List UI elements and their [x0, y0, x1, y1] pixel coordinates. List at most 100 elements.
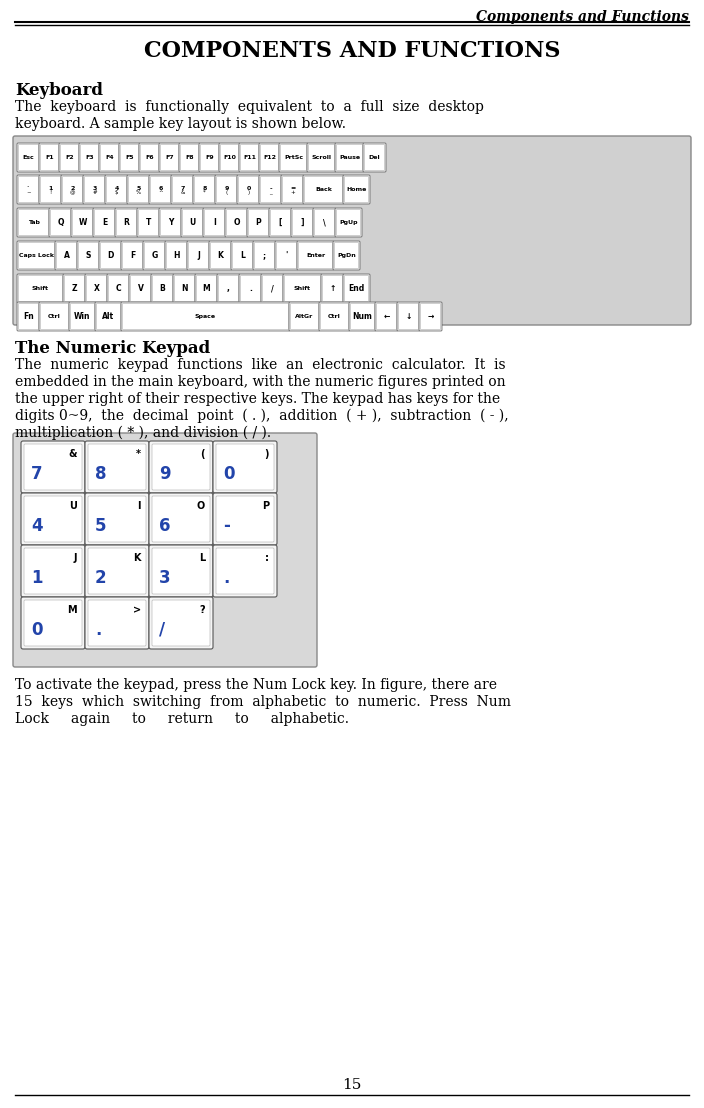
FancyBboxPatch shape	[259, 175, 282, 204]
FancyBboxPatch shape	[99, 242, 122, 270]
Text: PgUp: PgUp	[339, 220, 358, 225]
FancyBboxPatch shape	[107, 274, 130, 302]
Text: 15  keys  which  switching  from  alphabetic  to  numeric.  Press  Num: 15 keys which switching from alphabetic …	[15, 695, 511, 709]
FancyBboxPatch shape	[351, 304, 375, 329]
FancyBboxPatch shape	[270, 209, 291, 236]
FancyBboxPatch shape	[333, 242, 360, 270]
FancyBboxPatch shape	[17, 143, 40, 172]
Text: 7: 7	[180, 186, 184, 191]
FancyBboxPatch shape	[88, 548, 146, 594]
FancyBboxPatch shape	[18, 304, 39, 329]
FancyBboxPatch shape	[63, 274, 86, 302]
Text: 8: 8	[95, 465, 106, 483]
FancyBboxPatch shape	[17, 274, 64, 302]
Text: P: P	[256, 218, 261, 227]
FancyBboxPatch shape	[335, 208, 362, 237]
Text: 9: 9	[159, 465, 170, 483]
Text: /: /	[159, 620, 165, 639]
Text: F12: F12	[263, 155, 276, 160]
Text: Z: Z	[72, 284, 77, 293]
FancyBboxPatch shape	[21, 597, 85, 649]
Text: F5: F5	[125, 155, 134, 160]
FancyBboxPatch shape	[172, 176, 192, 203]
FancyBboxPatch shape	[375, 302, 398, 331]
Text: V: V	[137, 284, 144, 293]
Text: Keyboard: Keyboard	[15, 82, 103, 99]
FancyBboxPatch shape	[93, 208, 116, 237]
FancyBboxPatch shape	[79, 143, 100, 172]
FancyBboxPatch shape	[216, 496, 274, 542]
FancyBboxPatch shape	[298, 243, 332, 268]
Text: E: E	[102, 218, 107, 227]
FancyBboxPatch shape	[41, 304, 68, 329]
FancyBboxPatch shape	[215, 175, 238, 204]
Text: .: .	[249, 284, 252, 293]
FancyBboxPatch shape	[65, 276, 84, 301]
Text: ←: ←	[383, 312, 390, 321]
Text: Pause: Pause	[339, 155, 360, 160]
FancyBboxPatch shape	[419, 302, 442, 331]
Text: 4: 4	[114, 186, 119, 191]
FancyBboxPatch shape	[18, 276, 63, 301]
FancyBboxPatch shape	[149, 597, 213, 649]
FancyBboxPatch shape	[193, 175, 216, 204]
FancyBboxPatch shape	[106, 176, 127, 203]
Text: F3: F3	[85, 155, 94, 160]
Text: A: A	[63, 252, 70, 260]
FancyBboxPatch shape	[315, 209, 334, 236]
FancyBboxPatch shape	[96, 304, 120, 329]
FancyBboxPatch shape	[121, 302, 290, 331]
Text: Alt: Alt	[103, 312, 115, 321]
FancyBboxPatch shape	[397, 302, 420, 331]
Text: ?: ?	[199, 605, 205, 615]
FancyBboxPatch shape	[239, 274, 262, 302]
FancyBboxPatch shape	[303, 175, 344, 204]
FancyBboxPatch shape	[88, 601, 146, 646]
FancyBboxPatch shape	[17, 242, 56, 270]
Text: 8: 8	[202, 186, 207, 191]
Text: ]: ]	[301, 218, 304, 227]
Text: To activate the keypad, press the Num Lock key. In figure, there are: To activate the keypad, press the Num Lo…	[15, 678, 497, 692]
Text: J: J	[197, 252, 200, 260]
FancyBboxPatch shape	[187, 242, 210, 270]
FancyBboxPatch shape	[84, 176, 104, 203]
Text: J: J	[73, 553, 77, 563]
FancyBboxPatch shape	[63, 176, 82, 203]
Text: 3: 3	[159, 570, 170, 587]
FancyBboxPatch shape	[61, 144, 79, 171]
Text: Shift: Shift	[294, 286, 311, 291]
Text: C: C	[115, 284, 121, 293]
Text: F11: F11	[243, 155, 256, 160]
FancyBboxPatch shape	[151, 176, 170, 203]
FancyBboxPatch shape	[305, 176, 343, 203]
FancyBboxPatch shape	[99, 143, 120, 172]
Text: U: U	[189, 218, 196, 227]
FancyBboxPatch shape	[130, 276, 151, 301]
FancyBboxPatch shape	[249, 209, 268, 236]
FancyBboxPatch shape	[213, 545, 277, 597]
FancyBboxPatch shape	[196, 276, 217, 301]
Text: G: G	[151, 252, 158, 260]
Text: ↓: ↓	[406, 312, 412, 321]
FancyBboxPatch shape	[210, 243, 230, 268]
Text: keyboard. A sample key layout is shown below.: keyboard. A sample key layout is shown b…	[15, 117, 346, 131]
FancyBboxPatch shape	[337, 209, 360, 236]
FancyBboxPatch shape	[227, 209, 246, 236]
FancyBboxPatch shape	[21, 545, 85, 597]
FancyBboxPatch shape	[83, 175, 106, 204]
Text: +: +	[290, 189, 295, 195]
FancyBboxPatch shape	[280, 144, 306, 171]
Text: (: (	[225, 189, 227, 195]
FancyBboxPatch shape	[101, 243, 120, 268]
FancyBboxPatch shape	[80, 144, 99, 171]
FancyBboxPatch shape	[41, 144, 58, 171]
FancyBboxPatch shape	[322, 276, 343, 301]
Text: Space: Space	[195, 314, 216, 319]
FancyBboxPatch shape	[152, 496, 210, 542]
Text: 2: 2	[70, 186, 75, 191]
FancyBboxPatch shape	[291, 208, 314, 237]
FancyBboxPatch shape	[282, 176, 303, 203]
FancyBboxPatch shape	[152, 548, 210, 594]
FancyBboxPatch shape	[122, 243, 142, 268]
FancyBboxPatch shape	[18, 176, 39, 203]
